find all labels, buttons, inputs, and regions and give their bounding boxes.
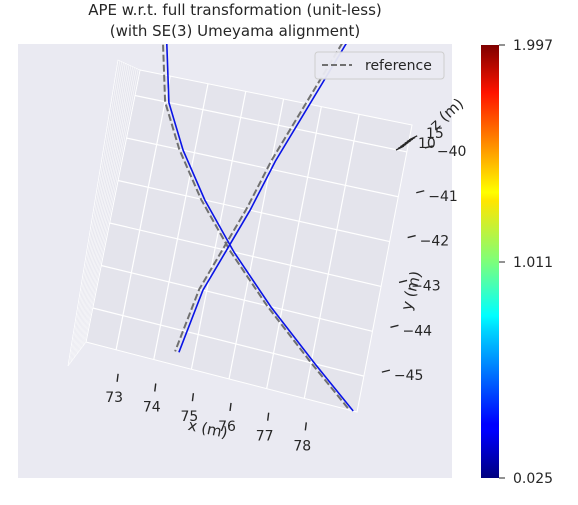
grid-line-y bbox=[101, 264, 373, 332]
wall-grid-line bbox=[72, 62, 124, 361]
colorbar-gradient bbox=[481, 45, 499, 478]
trajectory-line bbox=[166, 44, 354, 412]
colorbar-label-min: 0.025 bbox=[513, 471, 553, 487]
legend: reference bbox=[314, 51, 445, 80]
wall-grid-line bbox=[75, 64, 128, 357]
z-tick-label: 15 bbox=[426, 126, 444, 142]
grid-line-x bbox=[115, 75, 171, 350]
x-tick bbox=[116, 373, 119, 382]
wall-grid-line bbox=[79, 66, 133, 351]
axes-3d bbox=[67, 44, 413, 413]
grid-line-y bbox=[109, 222, 382, 288]
x-tick-label: 76 bbox=[218, 419, 236, 435]
wall-grid-line bbox=[73, 63, 126, 359]
grid-line-x bbox=[266, 106, 322, 389]
colorbar: 1.997 1.011 0.025 bbox=[481, 38, 553, 487]
x-tick-label: 78 bbox=[293, 438, 311, 454]
x-tick-label: 75 bbox=[180, 409, 198, 425]
y-tick-label: −41 bbox=[428, 189, 458, 205]
grid-line-y bbox=[126, 137, 399, 198]
reference-line bbox=[174, 44, 343, 352]
y-tick bbox=[398, 279, 408, 284]
y-tick bbox=[424, 145, 434, 149]
x-tick bbox=[304, 422, 308, 431]
colorbar-label-max: 1.997 bbox=[513, 38, 553, 54]
colorbar-label-mid: 1.011 bbox=[513, 255, 553, 271]
y-tick-label: −43 bbox=[411, 278, 441, 294]
x-tick-label: 77 bbox=[256, 429, 274, 445]
z-tick bbox=[408, 135, 418, 141]
x-tick bbox=[154, 383, 157, 392]
y-tick bbox=[381, 369, 391, 373]
y-tick-label: −40 bbox=[437, 144, 467, 160]
grid-line-x bbox=[228, 98, 285, 380]
legend-reference-label: reference bbox=[365, 58, 432, 74]
grid-line-x bbox=[303, 114, 360, 399]
y-tick-label: −42 bbox=[420, 234, 450, 250]
wall-grid-line bbox=[81, 67, 135, 349]
wall-grid-line bbox=[85, 69, 141, 343]
z-tick-label: 10 bbox=[418, 136, 436, 152]
grid-line-x bbox=[153, 83, 209, 360]
y-tick-label: −44 bbox=[402, 323, 432, 339]
y-tick bbox=[416, 190, 425, 194]
wall-grid-line bbox=[69, 60, 121, 365]
grid-line-y bbox=[134, 94, 407, 153]
grid-line-y bbox=[117, 179, 390, 243]
grid-line-y bbox=[92, 307, 365, 377]
trajectory-line bbox=[178, 44, 347, 353]
x-tick-label: 73 bbox=[105, 390, 123, 406]
y-tick bbox=[390, 324, 399, 328]
reference-line bbox=[162, 44, 351, 411]
legend-box bbox=[314, 51, 445, 80]
wall-grid-line bbox=[76, 64, 130, 355]
wall-grid-line bbox=[70, 61, 122, 363]
y-tick-label: −45 bbox=[394, 368, 424, 384]
x-tick bbox=[191, 393, 195, 402]
y-tick bbox=[407, 234, 416, 239]
wall-grid-line bbox=[82, 68, 137, 347]
x-tick-label: 74 bbox=[143, 400, 161, 416]
wall-grid-line bbox=[78, 65, 132, 353]
chart-subtitle: (with SE(3) Umeyama alignment) bbox=[110, 22, 361, 40]
chart-title: APE w.r.t. full transformation (unit-les… bbox=[88, 1, 382, 19]
x-tick bbox=[266, 412, 270, 421]
wall-grid-line bbox=[84, 69, 139, 345]
x-tick bbox=[229, 402, 232, 412]
wall-grid-line bbox=[67, 59, 119, 367]
